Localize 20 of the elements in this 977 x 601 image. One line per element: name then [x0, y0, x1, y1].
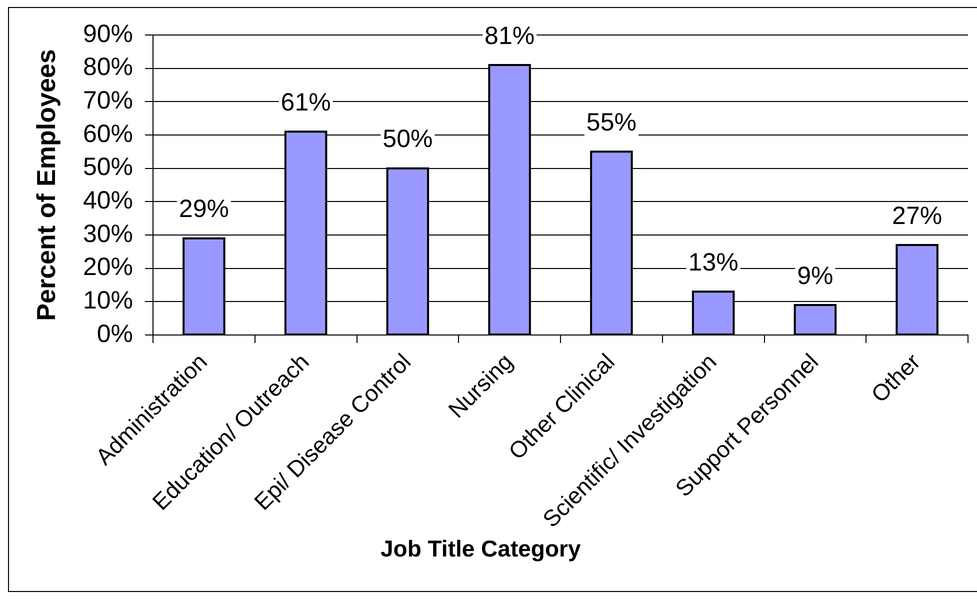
y-axis-title: Percent of Employees	[30, 49, 61, 321]
data-label: 50%	[382, 125, 433, 154]
data-label: 55%	[586, 108, 636, 137]
y-tick-label: 30%	[82, 220, 133, 248]
data-label: 13%	[688, 248, 738, 277]
data-label: 61%	[280, 88, 331, 117]
data-label: 81%	[484, 22, 535, 50]
y-tick-label: 70%	[82, 86, 133, 115]
data-label: 29%	[178, 195, 229, 224]
y-tick-label: 60%	[82, 120, 133, 148]
y-tick-label: 0%	[96, 320, 133, 348]
y-tick-label: 50%	[82, 153, 133, 182]
x-axis-title: Job Title Category	[380, 535, 581, 562]
y-tick-label: 40%	[82, 186, 133, 215]
data-label: 9%	[797, 262, 834, 290]
y-tick-label: 90%	[82, 20, 133, 48]
data-label: 27%	[892, 202, 942, 230]
y-tick-label: 20%	[82, 253, 133, 282]
y-tick-label: 10%	[82, 286, 133, 315]
y-tick-label: 80%	[82, 53, 133, 82]
